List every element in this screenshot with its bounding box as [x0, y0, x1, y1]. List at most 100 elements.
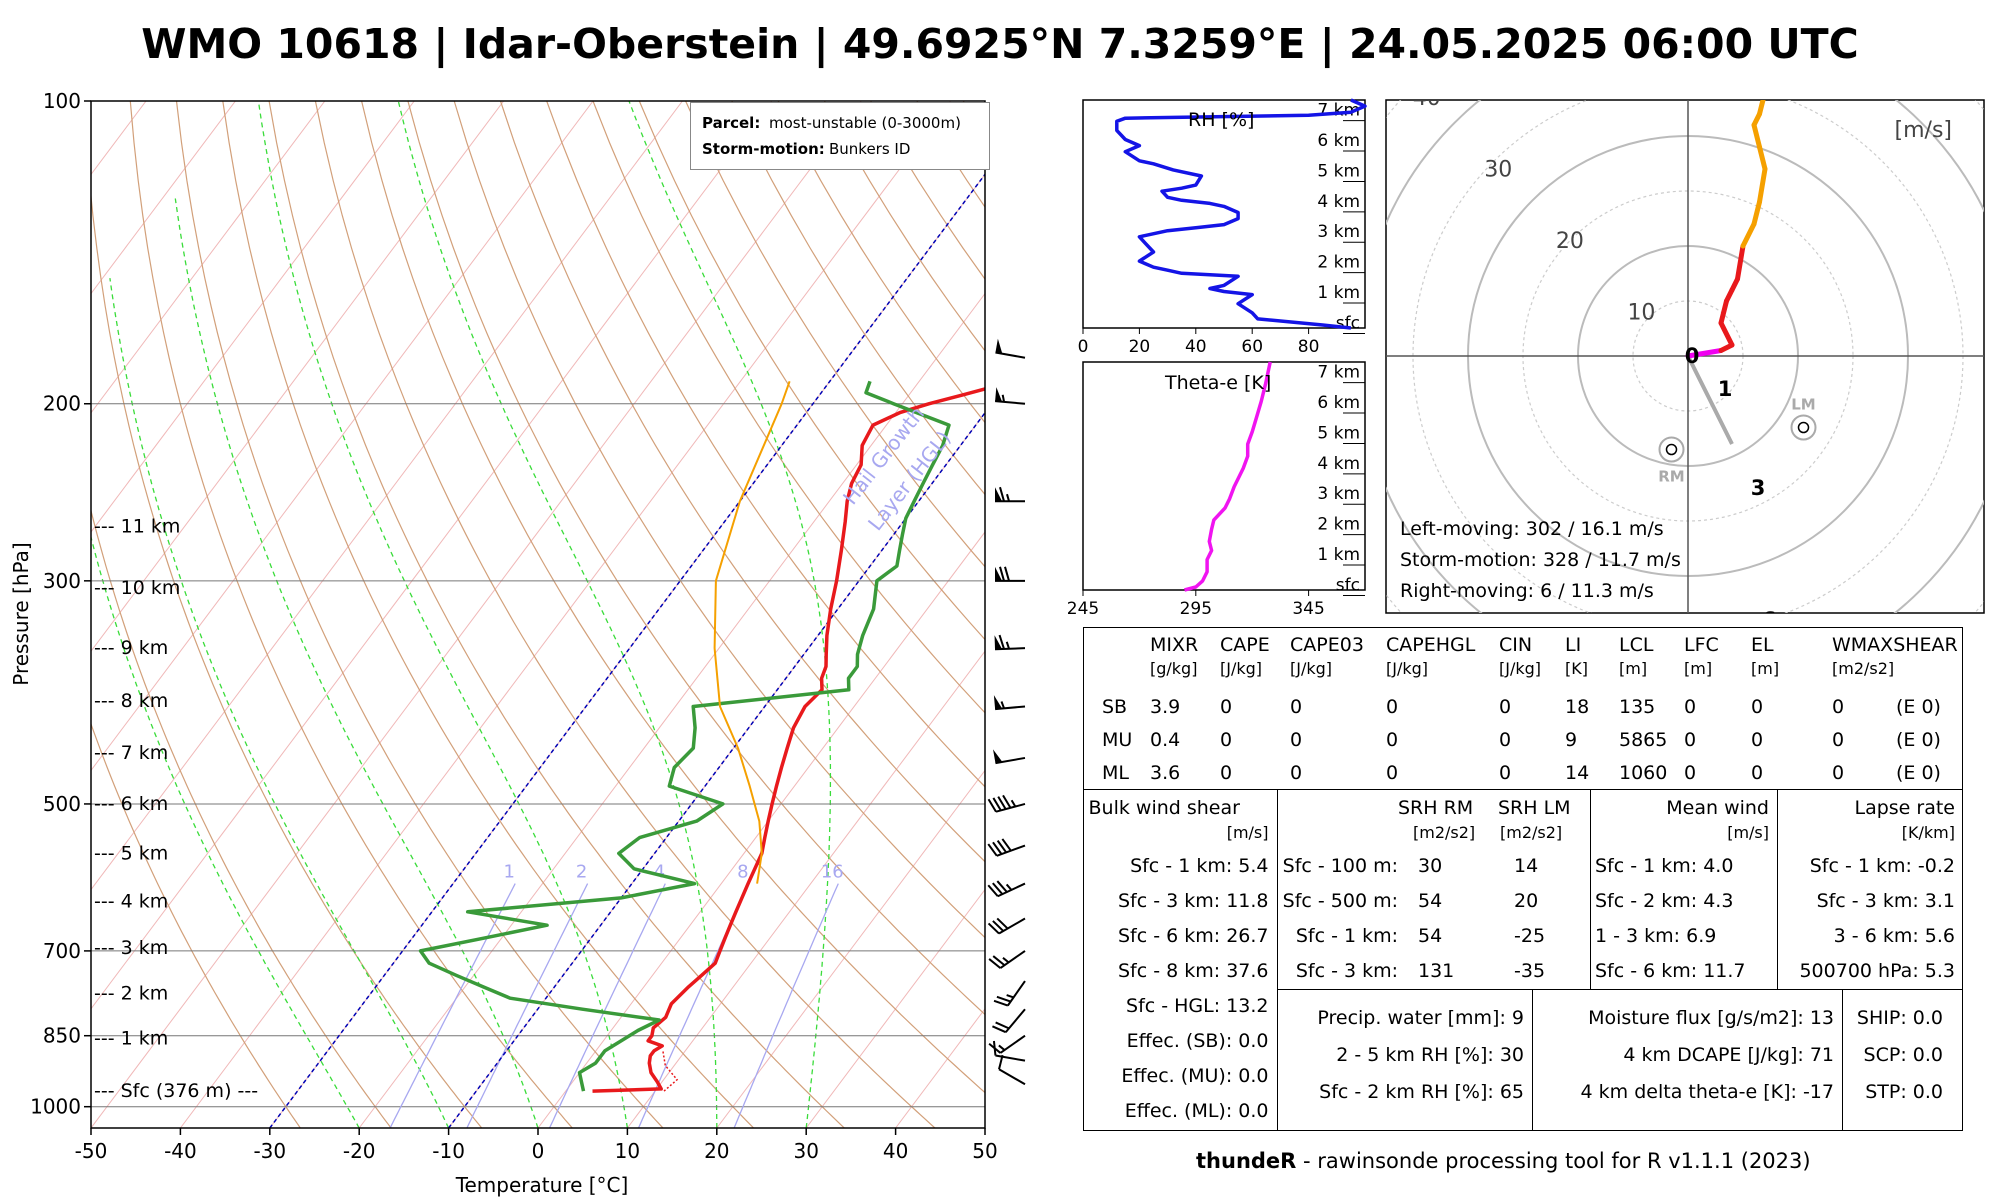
bulk-row: Sfc - 3 km: 11.8: [1117, 889, 1269, 912]
barb-full: [1004, 566, 1010, 582]
barb-full: [987, 798, 997, 813]
barb-full: [1001, 838, 1012, 852]
thetae-x-tick-label: 245: [1067, 599, 1099, 619]
srh-rm-value: 54: [1418, 924, 1443, 947]
mw-row: Sfc - 1 km: 4.0: [1595, 854, 1734, 877]
barb-full: [997, 796, 1007, 810]
x-tick-label: 40: [883, 1139, 908, 1163]
hodograph-point-label: 6: [1762, 608, 1777, 632]
hdr-cape: CAPE: [1220, 634, 1270, 656]
params-cell: 0: [1684, 696, 1697, 718]
barb-staff: [998, 1068, 1026, 1086]
dry-adiabat-line: [175, 101, 664, 1128]
x-tick-label: -50: [75, 1139, 108, 1163]
x-tick-label: 30: [793, 1139, 818, 1163]
isotherm-line: [805, 888, 985, 1128]
thetae-frame: [1082, 361, 1366, 591]
x-tick-label: 0: [532, 1139, 545, 1163]
barb-half: [1005, 641, 1010, 650]
srh-row-label: Sfc - 500 m:: [1282, 889, 1398, 912]
barb-full: [999, 566, 1005, 582]
params-cell: 0: [1751, 729, 1764, 751]
params-cell: (E 0): [1896, 696, 1941, 718]
params-row-label: SB: [1102, 696, 1128, 718]
height-label: --- 6 km: [94, 793, 168, 815]
dry-adiabat-line: [592, 101, 985, 714]
isotherm-line: [179, 101, 952, 1128]
rh-x-tick-label: 0: [1078, 337, 1089, 357]
barb-full: [987, 843, 998, 857]
params-cell: 0: [1751, 696, 1764, 718]
lm-marker-ring: [1790, 414, 1817, 441]
srh-lm-value: 14: [1514, 854, 1539, 877]
isotherm-line: [91, 101, 236, 295]
p-tick-label: 300: [43, 569, 81, 593]
srh-rm-value: 30: [1418, 854, 1443, 877]
barb-staff: [995, 756, 1026, 765]
srh-lm-title: SRH LM: [1498, 796, 1571, 819]
moist-row: Precip. water [mm]: 9: [1317, 1007, 1524, 1029]
params-cell: 9: [1565, 729, 1578, 751]
hodograph-units: [m/s]: [1895, 118, 1952, 143]
hodograph-segment: [1760, 70, 1766, 92]
isotherm-line: [627, 650, 985, 1128]
virtual-temperature-line: [662, 1050, 679, 1092]
km-label: 7 km: [1317, 101, 1360, 121]
params-row-label: MU: [1102, 729, 1133, 751]
params-cell: 0: [1832, 729, 1845, 751]
bulk-row: Effec. (MU): 0.0: [1121, 1064, 1269, 1087]
lapse-rate-section: Lapse rate [K/km] Sfc - 1 km: -0.2 Sfc - …: [1778, 789, 1963, 990]
unit-cin: [J/kg]: [1499, 659, 1542, 678]
barb-flag: [993, 749, 1003, 764]
km-label: 6 km: [1317, 131, 1360, 151]
hodograph-segment: [1685, 348, 1724, 359]
isotherm-line: [91, 101, 505, 653]
params-cell: 0: [1499, 729, 1512, 751]
hodograph-point-label: 1: [1718, 377, 1733, 401]
params-cell: 0: [1386, 729, 1399, 751]
unit-cape03: [J/kg]: [1290, 659, 1333, 678]
wind-barb: [995, 566, 1025, 582]
params-cell: 5865: [1619, 729, 1668, 751]
moist-adiabat-line: [109, 278, 450, 1128]
hodograph-left-moving: Left-moving: 302 / 16.1 m/s: [1400, 518, 1664, 540]
hodograph-ring-label: 40: [1413, 86, 1441, 111]
hodograph-segment: [1718, 320, 1735, 348]
barb-staff: [995, 1054, 1026, 1062]
params-cell: 0: [1832, 762, 1845, 784]
barb-full: [988, 958, 1002, 969]
flux-row: 4 km delta theta-e [K]: -17: [1580, 1081, 1834, 1103]
km-label: 1 km: [1317, 545, 1360, 565]
barb-staff: [995, 705, 1026, 711]
unit-lcl: [m]: [1619, 659, 1648, 678]
params-cell: 14: [1565, 762, 1590, 784]
mw-row: Sfc - 6 km: 11.7: [1595, 959, 1746, 982]
isotherm-line: [716, 769, 985, 1128]
hodograph-segment: [1751, 199, 1762, 227]
hodograph-ring-label: 20: [1556, 229, 1584, 254]
isotherm-line: [358, 292, 985, 1128]
rh-x-tick-label: 80: [1298, 337, 1320, 357]
hodograph-segment: [1740, 221, 1757, 249]
barb-full: [988, 1042, 1002, 1054]
km-label: 3 km: [1317, 484, 1360, 504]
barb-full: [993, 999, 1009, 1007]
barb-full: [992, 797, 1002, 811]
mixing-ratio-label: 4: [654, 862, 665, 883]
thetae-x-tick-label: 345: [1292, 599, 1324, 619]
wind-barb: [995, 338, 1026, 359]
barb-staff: [1006, 980, 1026, 1007]
height-label: --- 5 km: [94, 842, 168, 864]
storm-motion-value: Bunkers ID: [829, 140, 911, 158]
barb-full: [987, 884, 999, 897]
barb-flag: [993, 695, 1003, 710]
isotherm-line: [91, 101, 326, 414]
height-label: --- 4 km: [94, 890, 168, 912]
wind-barb: [993, 749, 1026, 765]
hail-growth-line: [269, 173, 985, 1128]
params-cell: 135: [1619, 696, 1656, 718]
srh-row-label: Sfc - 3 km:: [1295, 959, 1398, 982]
skewt-ylabel: Pressure [hPa]: [9, 542, 33, 685]
barb-full: [992, 920, 1005, 932]
moist-adiabat-line: [174, 198, 539, 1128]
